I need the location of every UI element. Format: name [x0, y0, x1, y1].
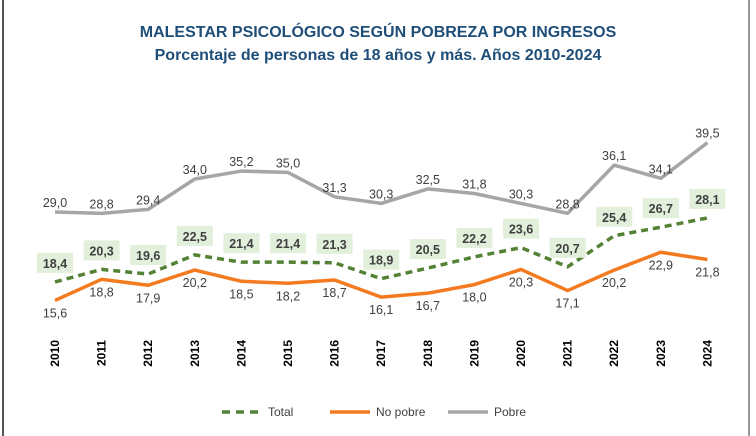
x-tick-label: 2014	[234, 340, 248, 367]
data-label-box	[223, 233, 260, 254]
data-label-box	[642, 198, 679, 219]
data-label-total: 26,7	[649, 202, 673, 216]
x-tick-label: 2016	[328, 340, 342, 367]
data-label-pobre: 34,1	[649, 162, 673, 176]
data-label-pobre: 36,1	[602, 149, 626, 163]
data-label-box	[270, 233, 306, 254]
data-label-pobre: 35,0	[276, 156, 300, 170]
data-label-pobre: 31,3	[322, 181, 346, 195]
data-label-pobre: 30,3	[369, 187, 393, 201]
data-label-box	[456, 227, 493, 248]
data-label-pobre: 30,3	[509, 187, 533, 201]
data-label-no-pobre: 15,6	[43, 306, 67, 320]
frame-right-border	[748, 0, 750, 436]
data-label-no-pobre: 18,7	[322, 286, 346, 300]
data-label-total: 20,5	[416, 243, 440, 257]
data-label-no-pobre: 18,2	[276, 289, 300, 303]
data-label-no-pobre: 17,9	[136, 291, 160, 305]
data-label-box	[176, 225, 213, 246]
data-label-total: 22,5	[183, 230, 207, 244]
data-label-pobre: 28,8	[89, 197, 113, 211]
data-label-total: 18,4	[43, 257, 67, 271]
data-label-box	[549, 237, 586, 258]
data-label-box	[409, 239, 446, 260]
data-label-pobre: 29,4	[136, 193, 160, 207]
data-label-no-pobre: 16,7	[416, 299, 440, 313]
data-label-no-pobre: 18,0	[462, 291, 486, 305]
data-label-no-pobre: 20,3	[509, 275, 533, 289]
data-label-no-pobre: 20,2	[602, 276, 626, 290]
data-label-no-pobre: 18,5	[229, 287, 253, 301]
x-tick-label: 2010	[48, 340, 62, 367]
data-label-no-pobre: 17,1	[555, 297, 579, 311]
x-tick-label: 2023	[654, 340, 668, 367]
x-tick-label: 2018	[421, 340, 435, 367]
data-label-total: 18,9	[369, 254, 393, 268]
chart-title: MALESTAR PSICOLÓGICO SEGÚN POBREZA POR I…	[139, 24, 617, 41]
data-label-box	[689, 188, 726, 209]
data-label-no-pobre: 18,8	[89, 285, 113, 299]
data-label-pobre: 34,0	[183, 163, 207, 177]
data-label-pobre: 32,5	[416, 173, 440, 187]
data-label-total: 28,1	[695, 193, 719, 207]
x-tick-label: 2015	[281, 340, 295, 367]
data-label-no-pobre: 22,9	[649, 258, 673, 272]
data-label-box	[316, 233, 353, 254]
data-label-box	[596, 206, 633, 227]
data-label-total: 21,4	[276, 237, 300, 251]
data-label-box	[130, 245, 167, 266]
data-label-total: 20,7	[555, 242, 579, 256]
series-line-pobre	[54, 141, 709, 216]
series-line-no-pobre	[54, 250, 708, 303]
x-tick-label: 2019	[467, 340, 481, 367]
legend-label: Pobre	[494, 405, 526, 419]
frame-left-border	[2, 0, 4, 436]
data-label-total: 22,2	[462, 232, 486, 246]
data-label-pobre: 28,8	[555, 197, 579, 211]
data-label-box	[83, 240, 120, 261]
x-tick-label: 2024	[700, 340, 714, 367]
x-tick-label: 2021	[561, 340, 575, 367]
chart-subtitle: Porcentaje de personas de 18 años y más.…	[154, 47, 602, 64]
x-tick-label: 2022	[607, 340, 621, 367]
x-tick-label: 2013	[188, 340, 202, 367]
data-label-no-pobre: 16,1	[369, 303, 393, 317]
data-label-pobre: 35,2	[229, 155, 253, 169]
data-label-box	[363, 249, 400, 270]
legend-label: No pobre	[376, 405, 426, 419]
x-tick-label: 2011	[95, 340, 109, 366]
x-tick-label: 2017	[374, 340, 388, 367]
data-label-total: 20,3	[89, 244, 113, 258]
x-tick-label: 2012	[141, 340, 155, 367]
data-label-total: 23,6	[509, 223, 533, 237]
series-line-total	[54, 216, 708, 284]
data-label-no-pobre: 21,8	[695, 266, 719, 280]
data-label-box	[37, 252, 73, 273]
data-label-no-pobre: 20,2	[183, 276, 207, 290]
data-label-box	[503, 218, 539, 239]
data-label-total: 21,4	[229, 237, 253, 251]
legend-label: Total	[268, 405, 293, 419]
data-label-pobre: 39,5	[695, 127, 719, 141]
data-label-pobre: 29,0	[43, 196, 67, 210]
data-label-total: 21,3	[322, 238, 346, 252]
data-label-total: 25,4	[602, 211, 626, 225]
x-tick-label: 2020	[514, 340, 528, 367]
data-label-pobre: 31,8	[462, 178, 486, 192]
data-label-total: 19,6	[136, 249, 160, 263]
